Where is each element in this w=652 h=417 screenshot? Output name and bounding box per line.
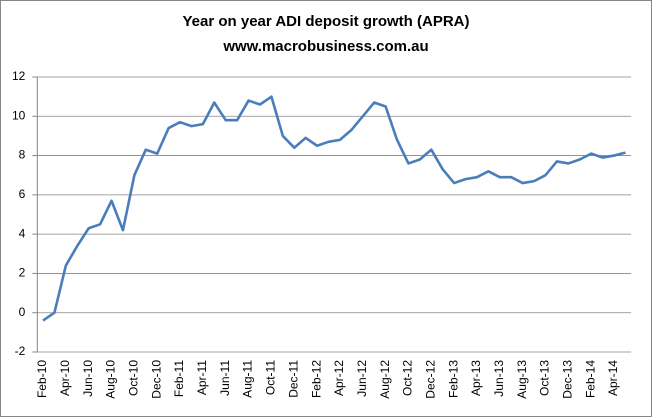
x-tick-label: Oct-12: [401, 360, 415, 396]
y-tick-label: 12: [12, 69, 26, 83]
x-tick-label: Oct-13: [538, 360, 552, 396]
y-tick-label: 2: [19, 266, 26, 280]
x-tick-label: Feb-13: [446, 360, 460, 398]
x-tick-label: Jun-13: [492, 360, 506, 397]
y-tick-label: 0: [19, 305, 26, 319]
x-tick-label: Aug-12: [378, 360, 392, 399]
x-tick-label: Feb-12: [309, 360, 323, 398]
x-tick-label: Feb-11: [172, 360, 186, 397]
chart-title: Year on year ADI deposit growth (APRA): [183, 13, 470, 30]
data-line: [42, 95, 626, 322]
x-tick-label: Oct-10: [127, 360, 141, 396]
x-tick-label: Apr-14: [606, 360, 620, 396]
x-tick-label: Apr-11: [195, 360, 209, 395]
x-tick-label: Feb-14: [583, 360, 597, 398]
x-tick-label: Jun-12: [355, 360, 369, 397]
x-tick-label: Apr-10: [58, 360, 72, 396]
x-tick-label: Oct-11: [264, 360, 278, 395]
x-tick-label: Dec-13: [561, 360, 575, 399]
y-tick-label: 10: [12, 108, 26, 122]
y-tick-label: 4: [19, 226, 26, 240]
x-tick-label: Apr-12: [332, 360, 346, 396]
x-tick-label: Aug-13: [515, 360, 529, 399]
x-tick-label: Aug-10: [104, 360, 118, 399]
x-tick-label: Aug-11: [241, 360, 255, 398]
x-tick-label: Feb-10: [35, 360, 49, 398]
chart-subtitle: www.macrobusiness.com.au: [222, 38, 428, 55]
x-tick-label: Jun-10: [81, 360, 95, 397]
y-tick-label: -2: [15, 344, 26, 358]
x-tick-label: Dec-12: [423, 360, 437, 399]
y-tick-label: 6: [19, 187, 26, 201]
x-tick-label: Apr-13: [469, 360, 483, 396]
x-tick-label: Jun-11: [218, 360, 232, 396]
x-tick-label: Dec-11: [286, 360, 300, 398]
x-tick-label: Dec-10: [149, 360, 163, 399]
y-tick-label: 8: [19, 148, 26, 162]
